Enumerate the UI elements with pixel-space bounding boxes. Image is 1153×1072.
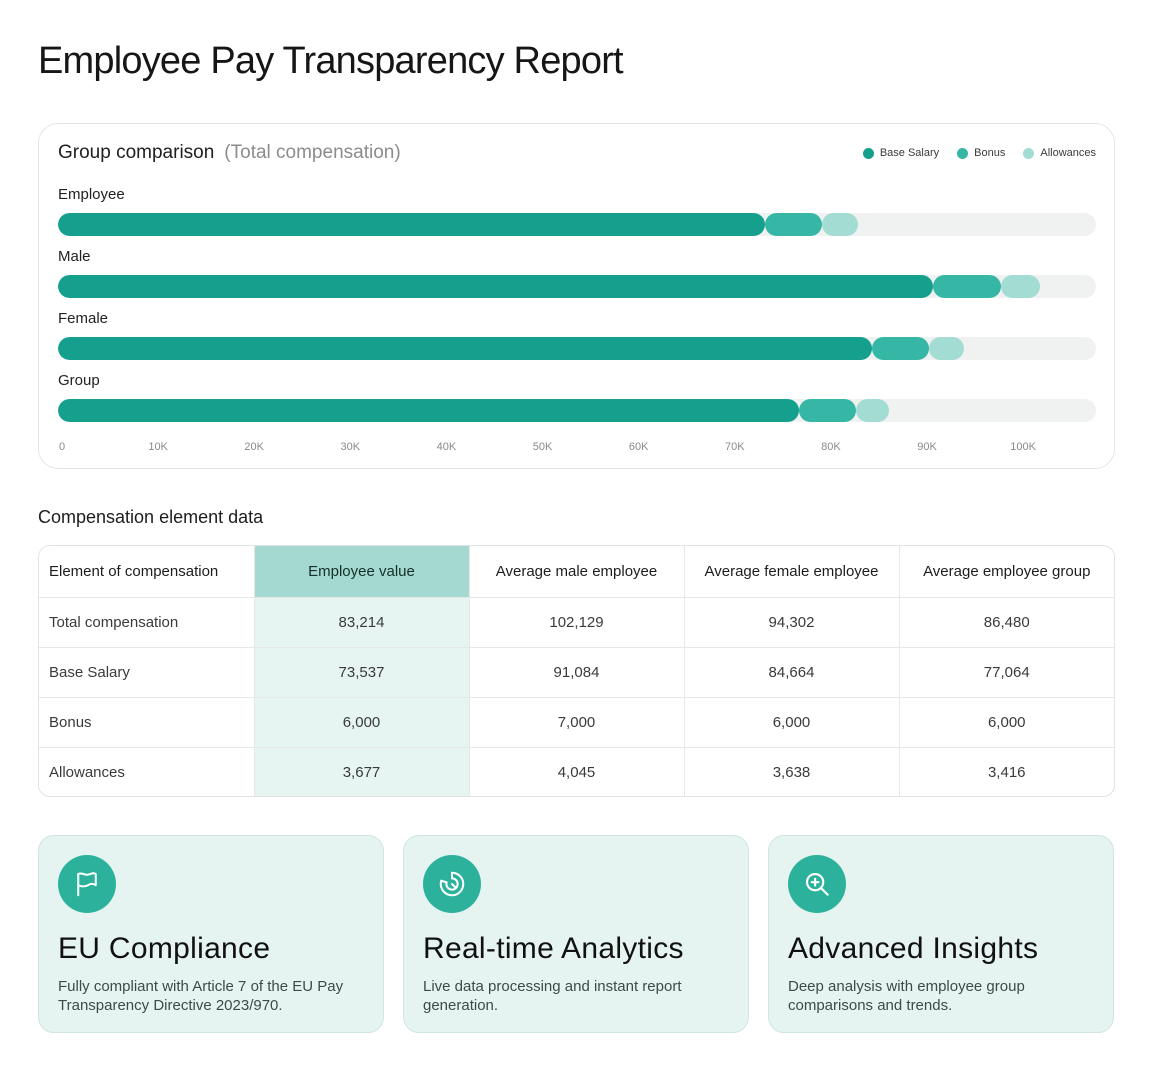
feature-description: Live data processing and instant report … — [423, 978, 682, 1014]
legend-item-bonus: Bonus — [957, 147, 1005, 159]
legend-label: Base Salary — [879, 147, 940, 159]
header-avg-female: Average female employee — [684, 546, 900, 598]
table-row: Allowances 3,677 4,045 3,638 3,416 — [39, 747, 1114, 796]
bar-base-salary — [58, 337, 872, 360]
feature-title: EU Compliance — [58, 932, 271, 965]
legend-swatch-bonus — [957, 147, 969, 159]
x-tick-label: 10K — [148, 441, 168, 453]
feature-description: Fully compliant with Article 7 of the EU… — [58, 978, 344, 1014]
cell: 83,214 — [254, 597, 470, 648]
cell: 6,000 — [684, 697, 900, 748]
bar-bonus — [764, 213, 823, 236]
cell: 73,537 — [254, 647, 470, 698]
table-title: Compensation element data — [38, 507, 264, 527]
legend-swatch-base-salary — [862, 147, 874, 159]
bar-track-employee — [58, 213, 1096, 236]
bar-base-salary — [58, 275, 934, 298]
flag-icon — [58, 855, 116, 913]
feature-title: Advanced Insights — [788, 932, 1039, 965]
feature-card-advanced-insights: Advanced Insights Deep analysis with emp… — [768, 835, 1114, 1033]
cell: 91,084 — [469, 647, 685, 698]
x-tick-label: 30K — [340, 441, 361, 453]
bar-bonus — [798, 399, 857, 422]
legend-item-base-salary: Base Salary — [862, 147, 940, 159]
cell: 3,677 — [254, 747, 470, 796]
x-tick-label: 100K — [1010, 441, 1036, 453]
cell: 6,000 — [899, 697, 1114, 748]
bar-allowances — [822, 213, 858, 236]
bar-track-female — [58, 337, 1096, 360]
feature-description: Deep analysis with employee group compar… — [788, 978, 1025, 1014]
cell: Base Salary — [39, 647, 255, 698]
cell: 4,045 — [469, 747, 685, 796]
bar-allowances — [929, 337, 965, 360]
cell: Bonus — [39, 697, 255, 748]
group-comparison-card: Group comparison (Total compensation) Bas… — [38, 123, 1115, 469]
legend-label: Bonus — [974, 147, 1006, 159]
feature-title: Real-time Analytics — [423, 932, 684, 965]
zoom-in-icon — [788, 855, 846, 913]
header-avg-male: Average male employee — [469, 546, 685, 598]
cell: 7,000 — [469, 697, 685, 748]
bar-label-male: Male — [58, 248, 91, 265]
x-tick-label: 20K — [244, 441, 265, 453]
cell: Allowances — [39, 747, 255, 796]
page-title: Employee Pay Transparency Report — [38, 40, 624, 82]
legend-swatch-allowances — [1023, 147, 1035, 159]
chart-legend: Base Salary Bonus Allowances — [862, 147, 1096, 159]
x-tick-label: 50K — [532, 441, 553, 453]
bar-label-group: Group — [58, 372, 100, 389]
bar-label-employee: Employee — [58, 186, 125, 203]
bar-allowances — [1000, 275, 1040, 298]
legend-label: Allowances — [1040, 147, 1096, 159]
table-row: Base Salary 73,537 91,084 84,664 77,064 — [39, 647, 1114, 698]
bar-track-group — [58, 399, 1096, 422]
feature-card-eu-compliance: EU Compliance Fully compliant with Artic… — [38, 835, 384, 1033]
table-row: Bonus 6,000 7,000 6,000 6,000 — [39, 697, 1114, 748]
table-row: Total compensation 83,214 102,129 94,302… — [39, 597, 1114, 648]
cell: 6,000 — [254, 697, 470, 748]
x-tick-label: 90K — [917, 441, 937, 453]
x-tick-label: 70K — [724, 441, 745, 453]
cell: Total compensation — [39, 597, 255, 648]
bar-track-male — [58, 275, 1096, 298]
cell: 84,664 — [684, 647, 900, 698]
x-tick-label: 40K — [436, 441, 457, 453]
bar-base-salary — [58, 213, 765, 236]
header-employee-value: Employee value — [254, 546, 470, 598]
bar-bonus — [871, 337, 930, 360]
bar-label-female: Female — [58, 310, 109, 327]
header-element: Element of compensation — [39, 546, 255, 598]
cell: 3,416 — [987, 763, 1026, 781]
legend-item-allowances: Allowances — [1023, 147, 1096, 159]
chart-title: Group comparison — [58, 142, 215, 163]
x-tick-label: 0 — [58, 441, 66, 453]
cell: 94,302 — [684, 597, 900, 648]
pie-chart-icon — [423, 855, 481, 913]
bar-allowances — [856, 399, 890, 422]
chart-header: Group comparison (Total compensation) — [58, 142, 401, 164]
header-avg-group: Average employee group — [899, 546, 1114, 598]
cell: 3,638 — [684, 747, 900, 796]
cell: 77,064 — [899, 647, 1114, 698]
cell: 86,480 — [899, 597, 1114, 648]
compensation-table: Element of compensation Employee value A… — [38, 545, 1115, 797]
x-tick-label: 80K — [821, 441, 841, 453]
bar-base-salary — [58, 399, 799, 422]
cell: 102,129 — [469, 597, 685, 648]
table-header-row: Element of compensation Employee value A… — [39, 546, 1114, 598]
x-tick-label: 60K — [628, 441, 649, 453]
chart-subtitle: (Total compensation) — [224, 142, 401, 163]
feature-card-realtime-analytics: Real-time Analytics Live data processing… — [403, 835, 749, 1033]
bar-bonus — [933, 275, 1001, 298]
